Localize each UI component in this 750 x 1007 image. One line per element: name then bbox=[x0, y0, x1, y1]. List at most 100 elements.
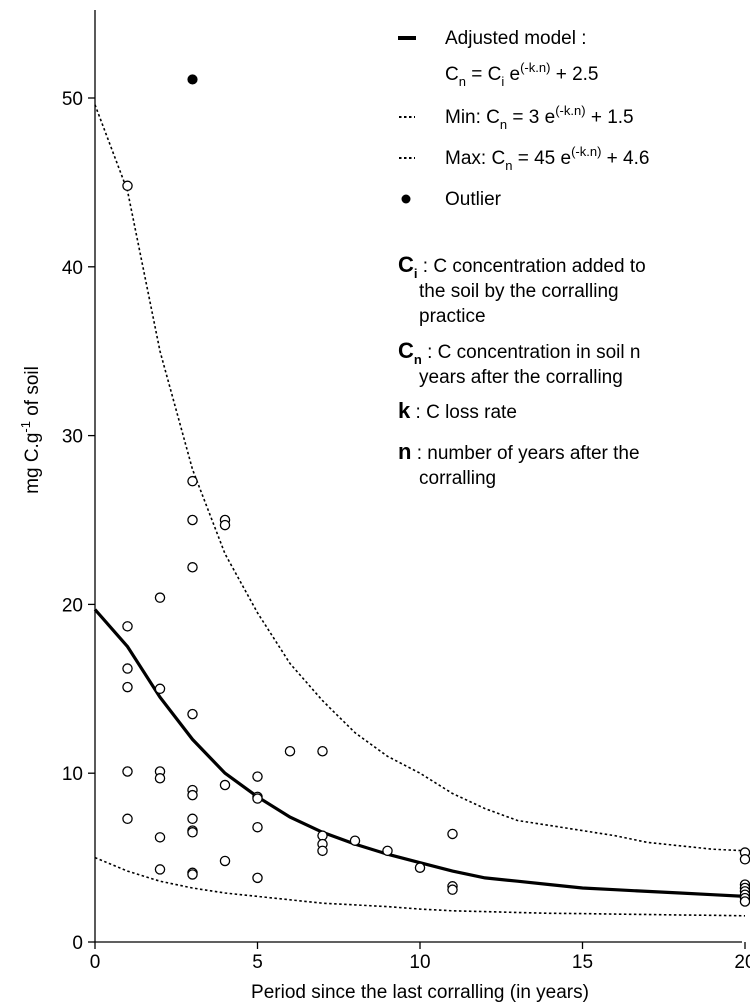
definition-separator: : number of years after the bbox=[411, 443, 639, 464]
legend-text-part: n bbox=[459, 74, 466, 89]
definition-text: years after the corralling bbox=[419, 367, 623, 388]
legend-text-part: Outlier bbox=[445, 189, 502, 210]
data-point bbox=[122, 180, 133, 192]
legend-text-part: (-k.n) bbox=[571, 144, 601, 159]
x-tick-label: 10 bbox=[409, 952, 430, 973]
legend-text-part: + 4.6 bbox=[601, 148, 649, 169]
definition-separator: : C loss rate bbox=[410, 402, 517, 423]
data-point bbox=[414, 862, 426, 873]
data-point bbox=[187, 708, 198, 720]
definition-separator: : C concentration added to bbox=[418, 256, 646, 277]
legend-text-part: = 45 e bbox=[512, 148, 571, 169]
data-point bbox=[154, 592, 166, 603]
data-point bbox=[122, 621, 133, 632]
data-point bbox=[739, 896, 750, 907]
definition-symbol-subscript: i bbox=[414, 266, 418, 281]
legend-entry-text: Max: Cn = 45 e(-k.n) + 4.6 bbox=[445, 144, 649, 173]
legend-text-part: (-k.n) bbox=[555, 103, 585, 118]
definition-symbol-letter: C bbox=[398, 338, 414, 363]
data-point bbox=[252, 771, 263, 782]
legend-entry-text: Min: Cn = 3 e(-k.n) + 1.5 bbox=[445, 103, 634, 132]
legend-text-part: e bbox=[504, 64, 520, 85]
plot-marks bbox=[93, 74, 750, 917]
x-axis-title: Period since the last corralling (in yea… bbox=[251, 982, 589, 1003]
y-axis-title: mg C.g-1 of soil bbox=[18, 366, 43, 494]
legend-entry-text: Cn = Ci e(-k.n) + 2.5 bbox=[445, 60, 599, 89]
data-point bbox=[154, 773, 166, 784]
data-point bbox=[349, 835, 361, 846]
data-point bbox=[739, 854, 750, 865]
data-point bbox=[122, 813, 133, 825]
data-point bbox=[187, 789, 198, 801]
x-tick-label: 20 bbox=[734, 952, 750, 973]
data-point bbox=[317, 746, 328, 757]
data-point bbox=[447, 884, 458, 895]
legend-text-part: Min: C bbox=[445, 107, 500, 128]
x-tick-label: 15 bbox=[572, 952, 593, 973]
y-tick-label: 40 bbox=[62, 258, 83, 279]
legend-text-part: = 3 e bbox=[507, 107, 555, 128]
axes: 0 5 10 15 20 0 10 20 30 40 50 bbox=[62, 10, 750, 973]
data-point bbox=[154, 683, 166, 695]
y-tick-label: 10 bbox=[62, 764, 83, 785]
legend: Adjusted model :Cn = Ci e(-k.n) + 2.5Min… bbox=[398, 28, 649, 210]
definition-symbol-letter: n bbox=[398, 439, 411, 464]
data-point bbox=[317, 845, 328, 857]
definition-symbol: Ci : C concentration added to bbox=[398, 252, 646, 281]
y-axis-title-part: of soil bbox=[22, 366, 43, 421]
legend-text-part: i bbox=[501, 74, 504, 89]
data-point bbox=[252, 821, 263, 833]
legend-text-part: n bbox=[500, 117, 507, 132]
definition-symbol: Cn : C concentration in soil n bbox=[398, 338, 640, 367]
data-point bbox=[187, 514, 198, 526]
legend-dot-symbol bbox=[401, 194, 411, 204]
data-point bbox=[219, 855, 231, 867]
definition-symbol-subscript: n bbox=[414, 352, 422, 367]
y-tick-label: 50 bbox=[62, 89, 83, 110]
y-tick-label: 20 bbox=[62, 595, 83, 616]
data-point bbox=[447, 828, 458, 840]
definition-text: corralling bbox=[419, 468, 496, 489]
data-point bbox=[187, 813, 198, 825]
data-point bbox=[252, 872, 263, 884]
outlier-point bbox=[187, 74, 198, 85]
y-axis-title-superscript: -1 bbox=[18, 421, 33, 433]
data-point bbox=[154, 832, 166, 843]
data-point bbox=[154, 864, 166, 875]
definition-symbol: k : C loss rate bbox=[398, 398, 517, 423]
data-point bbox=[187, 475, 198, 487]
data-point bbox=[122, 766, 133, 777]
legend-text-part: (-k.n) bbox=[520, 60, 550, 75]
legend-text-part: = C bbox=[466, 64, 501, 85]
definition-symbol-letter: k bbox=[398, 398, 411, 423]
y-tick-label: 30 bbox=[62, 427, 83, 448]
definition-text: the soil by the corralling bbox=[419, 281, 619, 302]
series-line-adjusted-model bbox=[93, 608, 746, 898]
legend-text-part: n bbox=[505, 158, 512, 173]
legend-text-part: Max: C bbox=[445, 148, 505, 169]
definition-text: practice bbox=[419, 306, 486, 327]
data-point bbox=[284, 746, 296, 757]
legend-text-part: C bbox=[445, 64, 459, 85]
legend-entry-text: Adjusted model : bbox=[445, 28, 587, 49]
legend-text-part: + 1.5 bbox=[586, 107, 634, 128]
definition-symbol: n : number of years after the bbox=[398, 439, 640, 464]
data-point bbox=[219, 779, 231, 791]
legend-text-part: + 2.5 bbox=[550, 64, 598, 85]
data-point bbox=[187, 869, 198, 880]
data-point bbox=[122, 681, 133, 693]
definition-symbol-letter: C bbox=[398, 252, 414, 277]
x-tick-label: 5 bbox=[252, 952, 263, 973]
legend-text-part: Adjusted model : bbox=[445, 28, 587, 49]
data-point bbox=[219, 519, 231, 531]
definition-separator: : C concentration in soil n bbox=[422, 342, 641, 363]
x-tick-label: 0 bbox=[90, 952, 101, 973]
data-point bbox=[122, 663, 133, 674]
y-axis-title-part: mg C.g bbox=[22, 433, 43, 494]
data-point bbox=[187, 827, 198, 838]
legend-entry-text: Outlier bbox=[445, 189, 502, 210]
series-line-min bbox=[94, 856, 746, 917]
data-point bbox=[382, 845, 393, 857]
